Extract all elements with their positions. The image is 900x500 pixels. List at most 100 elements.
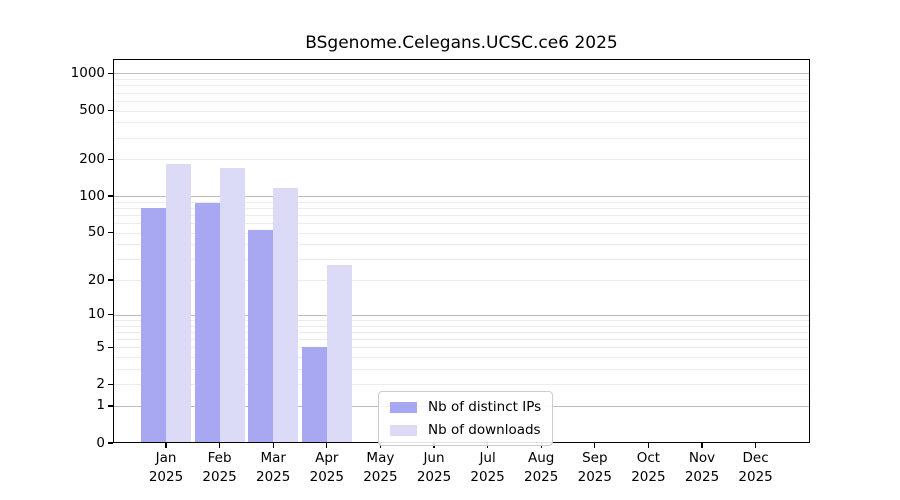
x-tick-year: 2025 — [256, 469, 291, 485]
gridline-minor — [113, 122, 810, 124]
y-tick-mark — [108, 195, 113, 197]
y-tick-mark — [108, 109, 113, 112]
x-tick-mark — [272, 443, 274, 448]
x-tick-year: 2025 — [416, 469, 452, 485]
x-tick-month: Oct — [636, 450, 661, 466]
x-tick-label: Jul 2025 — [456, 449, 520, 487]
y-tick-label: 20 — [87, 271, 105, 288]
legend-item-distinct-ips: Nb of distinct IPs — [390, 399, 541, 415]
bar-nb-of-distinct-ips-jan — [141, 207, 166, 443]
bar-nb-of-downloads-apr — [326, 264, 352, 443]
y-tick-mark — [108, 72, 113, 75]
x-tick-mark — [647, 443, 650, 448]
x-tick-month: Jan — [155, 450, 177, 466]
x-tick-month: Nov — [688, 450, 716, 466]
x-tick-year: 2025 — [577, 469, 612, 485]
y-tick-label: 10 — [87, 306, 105, 323]
gridline-minor — [113, 368, 810, 370]
x-tick-mark — [165, 443, 167, 448]
x-tick-year: 2025 — [738, 469, 773, 485]
gridline-major — [113, 314, 810, 316]
gridline-minor — [113, 215, 810, 216]
x-tick-label: Nov 2025 — [670, 449, 734, 487]
y-tick-mark — [108, 232, 113, 234]
x-tick-label: Mar 2025 — [241, 449, 305, 487]
y-tick-label: 200 — [79, 150, 105, 167]
x-tick-label: Feb 2025 — [188, 449, 252, 487]
gridline-minor — [113, 280, 810, 282]
x-tick-year: 2025 — [524, 469, 559, 485]
legend-swatch-distinct-ips — [390, 401, 417, 413]
x-tick-label: Jun 2025 — [402, 449, 466, 487]
y-tick-mark — [108, 279, 113, 281]
gridline-minor — [113, 244, 810, 246]
bar-nb-of-distinct-ips-apr — [301, 347, 327, 443]
x-tick-label: Sep 2025 — [563, 449, 627, 487]
x-tick-label: Apr 2025 — [295, 449, 359, 487]
y-tick-mark — [108, 314, 113, 316]
chart-title: BSgenome.Celegans.UCSC.ce6 2025 — [305, 33, 618, 53]
gridline-major — [113, 73, 810, 75]
x-tick-label: Dec 2025 — [724, 449, 788, 487]
x-tick-year: 2025 — [148, 469, 184, 485]
x-tick-label: May 2025 — [348, 449, 412, 487]
legend-item-downloads: Nb of downloads — [390, 422, 541, 438]
gridline-major — [113, 196, 810, 198]
gridline-minor — [113, 319, 810, 321]
legend-label-downloads: Nb of downloads — [428, 422, 541, 438]
x-tick-month: Dec — [742, 450, 769, 466]
y-tick-mark — [108, 158, 113, 160]
gridline-minor — [113, 137, 810, 139]
x-tick-year: 2025 — [470, 469, 505, 485]
x-tick-year: 2025 — [202, 469, 237, 485]
x-tick-label: Jan 2025 — [134, 449, 198, 487]
y-tick-label: 2 — [96, 375, 105, 392]
x-tick-month: Sep — [582, 450, 608, 466]
x-tick-year: 2025 — [684, 469, 720, 485]
legend-swatch-downloads — [390, 424, 417, 436]
x-tick-year: 2025 — [309, 469, 344, 485]
gridline-minor — [113, 79, 810, 81]
gridline-minor — [113, 356, 810, 358]
gridline-minor — [113, 223, 810, 225]
y-tick-label: 500 — [79, 102, 105, 118]
x-tick-mark — [218, 443, 221, 448]
gridline-minor — [113, 207, 810, 209]
bar-nb-of-distinct-ips-mar — [248, 229, 274, 443]
x-tick-year: 2025 — [363, 469, 398, 485]
gridline-minor — [113, 325, 810, 327]
x-tick-year: 2025 — [631, 469, 666, 485]
bar-nb-of-downloads-jan — [166, 164, 191, 443]
gridline-minor — [113, 232, 810, 234]
gridline-minor — [113, 100, 810, 102]
x-tick-month: Mar — [260, 450, 286, 466]
y-tick-mark — [108, 383, 113, 385]
bar-nb-of-distinct-ips-feb — [194, 202, 220, 443]
gridline-minor — [113, 110, 810, 112]
x-tick-label: Oct 2025 — [616, 449, 680, 487]
y-tick-mark — [108, 405, 113, 407]
x-tick-month: Jun — [423, 450, 445, 466]
x-tick-label: Aug 2025 — [509, 449, 573, 487]
x-tick-month: Feb — [207, 450, 232, 466]
gridline-minor — [113, 159, 810, 161]
gridline-minor — [113, 338, 810, 340]
x-tick-mark — [701, 443, 703, 448]
y-tick-mark — [108, 442, 113, 444]
y-tick-label: 1 — [96, 397, 105, 414]
x-tick-mark — [326, 443, 328, 448]
y-tick-mark — [108, 346, 113, 348]
gridline-minor — [113, 331, 810, 333]
gridline-minor — [113, 347, 810, 349]
y-tick-label: 100 — [79, 187, 105, 204]
legend: Nb of distinct IPs Nb of downloads — [378, 391, 554, 446]
x-tick-month: Aug — [528, 450, 555, 466]
gridline-minor — [113, 92, 810, 94]
y-tick-label: 1000 — [70, 64, 105, 81]
x-tick-month: May — [366, 450, 395, 466]
gridline-minor — [113, 201, 810, 203]
gridline-minor — [113, 259, 810, 261]
y-tick-label: 5 — [96, 338, 105, 355]
bar-nb-of-downloads-feb — [219, 168, 245, 443]
